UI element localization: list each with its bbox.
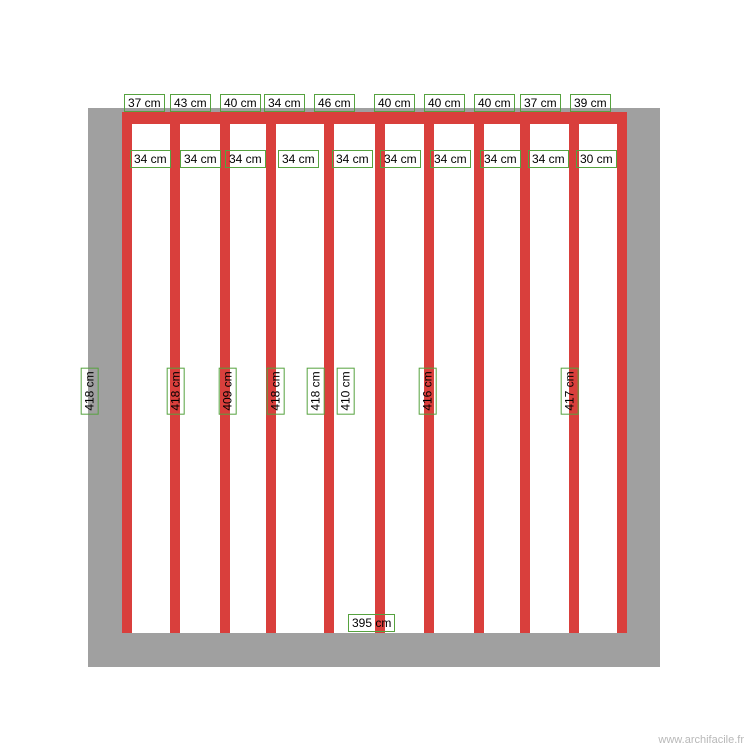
beam-length-label: 417 cm <box>561 367 579 414</box>
spacing-label: 34 cm <box>278 150 319 168</box>
left-wall-height-label: 418 cm <box>81 367 99 414</box>
vertical-beam-4 <box>324 124 334 633</box>
top-seg-label: 40 cm <box>374 94 415 112</box>
beam-length-label: 418 cm <box>307 367 325 414</box>
spacing-label: 34 cm <box>430 150 471 168</box>
spacing-label: 34 cm <box>332 150 373 168</box>
beam-length-label: 409 cm <box>219 367 237 414</box>
top-seg-label: 34 cm <box>264 94 305 112</box>
vertical-beam-7 <box>474 124 484 633</box>
beam-length-label: 418 cm <box>267 367 285 414</box>
floor-plan-canvas: 37 cm 43 cm 40 cm 34 cm 46 cm 40 cm 40 c… <box>0 0 750 750</box>
watermark: www.archifacile.fr <box>658 734 744 746</box>
vertical-beam-0 <box>122 124 132 633</box>
spacing-label: 34 cm <box>380 150 421 168</box>
top-beam <box>122 112 627 124</box>
bottom-width-label: 395 cm <box>348 614 395 632</box>
top-seg-label: 37 cm <box>520 94 561 112</box>
top-seg-label: 46 cm <box>314 94 355 112</box>
wall-bottom <box>88 633 660 667</box>
top-seg-label: 39 cm <box>570 94 611 112</box>
top-seg-label: 40 cm <box>424 94 465 112</box>
vertical-beam-5 <box>375 124 385 633</box>
beam-length-label: 410 cm <box>337 367 355 414</box>
top-seg-label: 43 cm <box>170 94 211 112</box>
beam-length-label: 416 cm <box>419 367 437 414</box>
vertical-beam-10 <box>617 124 627 633</box>
spacing-label: 34 cm <box>528 150 569 168</box>
spacing-label: 30 cm <box>576 150 617 168</box>
vertical-beam-8 <box>520 124 530 633</box>
beam-length-label: 418 cm <box>167 367 185 414</box>
spacing-label: 34 cm <box>225 150 266 168</box>
spacing-label: 34 cm <box>130 150 171 168</box>
spacing-label: 34 cm <box>480 150 521 168</box>
spacing-label: 34 cm <box>180 150 221 168</box>
wall-right <box>626 108 660 667</box>
top-seg-label: 40 cm <box>474 94 515 112</box>
top-seg-label: 37 cm <box>124 94 165 112</box>
top-seg-label: 40 cm <box>220 94 261 112</box>
